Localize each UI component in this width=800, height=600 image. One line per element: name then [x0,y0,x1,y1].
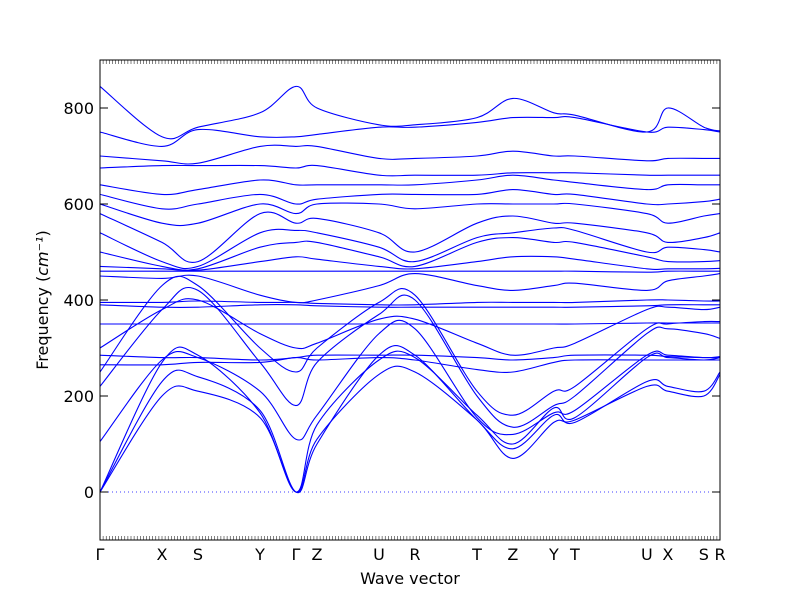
branch-line-25 [99,85,721,140]
symmetry-label-16: R [714,545,725,564]
symmetry-label-2: X [157,545,168,564]
symmetry-label-11: Y [548,545,559,564]
x-minor-ticks [99,60,721,540]
y-tick-label-400: 400 [63,291,94,310]
y-axis-label-unit: cm⁻¹ [33,237,52,276]
branch-line-1 [99,365,721,493]
branch-line-5 [99,286,721,428]
branch-line-23 [99,144,720,165]
branch-line-20 [99,189,721,210]
symmetry-label-7: U [373,545,385,564]
branch-line-4 [99,319,721,442]
branch-line-12 [99,299,721,306]
x-minor-ticks-bottom [99,536,721,540]
branch-line-9 [99,298,721,356]
branch-line-7 [99,357,720,373]
y-tick-label-0: 0 [84,483,94,502]
symmetry-label-6: Z [312,545,323,564]
y-tick-label-800: 800 [63,99,94,118]
symmetry-label-4: Y [254,545,265,564]
x-axis-label: Wave vector [360,569,460,588]
branch-line-19 [99,202,721,227]
branch-line-22 [99,164,720,177]
branch-line-8 [99,354,721,361]
symmetry-label-14: X [662,545,673,564]
symmetry-label-9: T [471,545,482,564]
phonon-branches [99,85,721,494]
y-axis-label-close: ) [33,230,52,236]
branch-line-10 [100,322,720,325]
symmetry-label-3: S [193,545,203,564]
branch-line-13 [99,273,721,304]
y-axis-label: Frequency (cm⁻¹) [33,230,52,370]
branch-line-21 [99,174,720,196]
branch-line-17 [99,226,721,270]
symmetry-label-1: Γ [96,545,105,564]
branch-line-16 [99,237,721,271]
branch-line-14 [100,270,720,273]
branch-line-6 [99,275,721,416]
symmetry-label-15: S [699,545,709,564]
branch-line-18 [99,211,721,264]
symmetry-label-10: Z [507,545,518,564]
y-tick-label-600: 600 [63,195,94,214]
y-tick-label-200: 200 [63,387,94,406]
branch-line-11 [99,304,720,309]
symmetry-label-8: R [409,545,420,564]
y-axis-label-open: ( [33,276,52,282]
symmetry-label-5: Γ [291,545,300,564]
branch-line-15 [99,255,721,272]
plot-frame [99,59,721,541]
y-axis-label-text: Frequency [33,287,52,370]
branch-line-3 [99,346,721,493]
y-axis-ticks: 0 200 400 600 800 [63,99,720,502]
x-minor-ticks-top [99,60,721,64]
symmetry-label-12: T [569,545,580,564]
branch-line-2 [99,345,721,494]
symmetry-label-13: U [641,545,653,564]
branch-line-24 [99,115,721,147]
